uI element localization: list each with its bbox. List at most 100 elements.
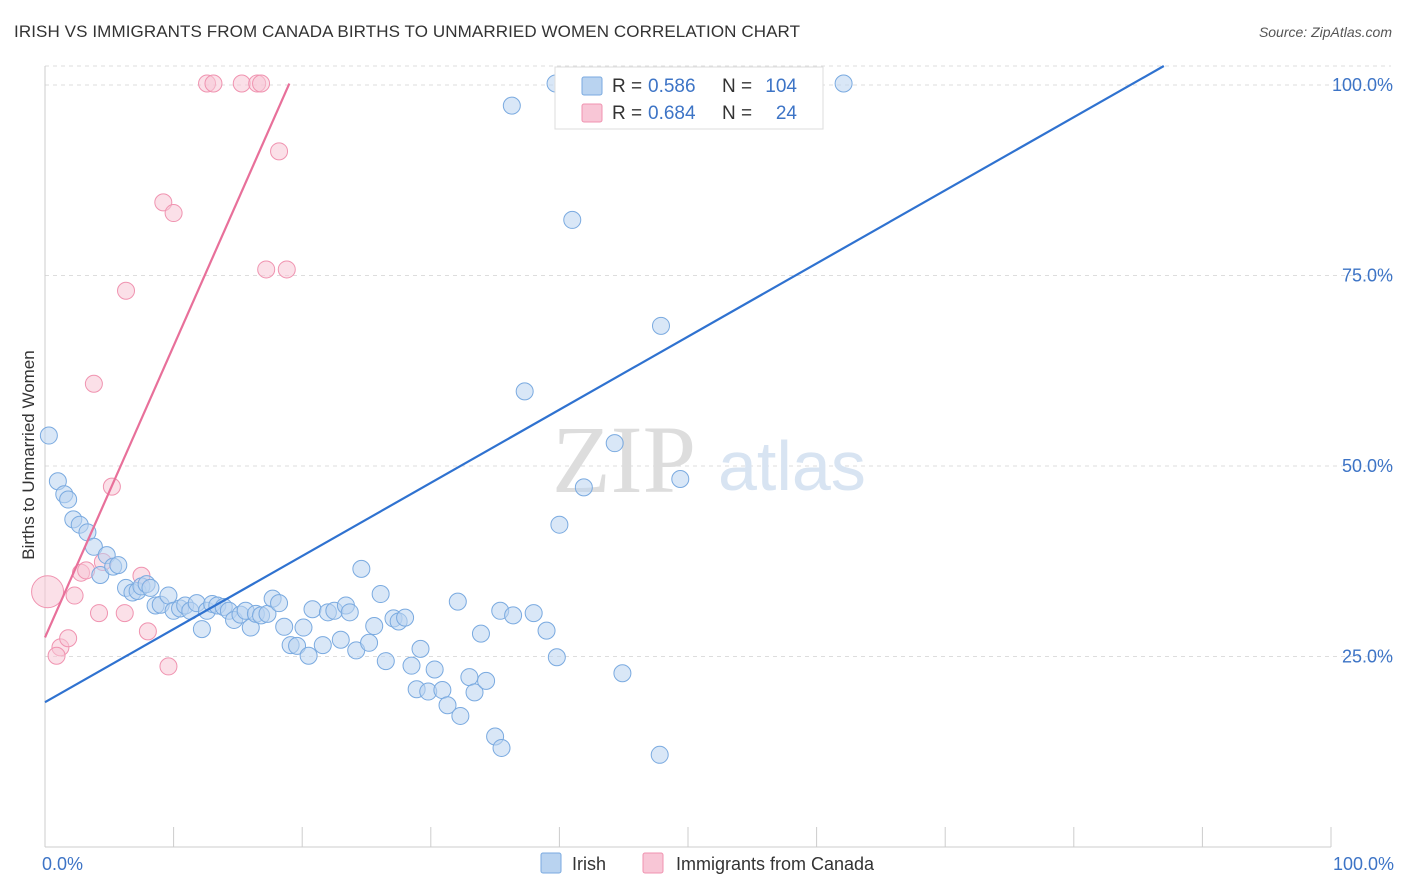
irish-point xyxy=(671,469,690,488)
canada-point xyxy=(257,260,276,279)
irish-point xyxy=(331,630,350,649)
canada-point xyxy=(117,281,136,300)
legend-r-label-irish: R = xyxy=(612,76,642,97)
canada-point xyxy=(270,142,289,161)
source-credit: Source: ZipAtlas.com xyxy=(1258,24,1392,40)
irish-point xyxy=(502,96,521,115)
axes xyxy=(44,66,1332,848)
irish-point xyxy=(141,578,160,597)
irish-point xyxy=(524,604,543,623)
irish-point xyxy=(59,490,78,509)
irish-point xyxy=(547,648,566,667)
x-tick-label-min: 0.0% xyxy=(42,854,83,874)
irish-point xyxy=(492,738,511,757)
watermark-atlas: atlas xyxy=(718,427,866,505)
irish-point xyxy=(39,426,58,445)
canada-point xyxy=(65,586,84,605)
irish-point xyxy=(550,515,569,534)
legend-r-value-canada: 0.684 xyxy=(648,103,696,124)
y-axis-label: Births to Unmarried Women xyxy=(19,350,38,559)
irish-point xyxy=(303,600,322,619)
canada-point xyxy=(31,575,65,609)
irish-point xyxy=(365,617,384,636)
legend-n-label-canada: N = xyxy=(722,103,752,124)
canada-point xyxy=(115,604,134,623)
irish-point xyxy=(91,565,110,584)
irish-point xyxy=(352,559,371,578)
canada-point xyxy=(204,74,223,93)
irish-trend-line xyxy=(44,65,1165,704)
irish-point xyxy=(651,316,670,335)
canada-point xyxy=(90,604,109,623)
irish-point xyxy=(650,745,669,764)
irish-point xyxy=(275,617,294,636)
x-tick-label-max: 100.0% xyxy=(1333,854,1394,874)
irish-point xyxy=(376,652,395,671)
watermark: ZIP atlas xyxy=(552,406,866,513)
irish-point xyxy=(313,636,332,655)
x-tick-labels: 0.0% 100.0% xyxy=(42,854,1394,874)
irish-point xyxy=(109,556,128,575)
chart-title: IRISH VS IMMIGRANTS FROM CANADA BIRTHS T… xyxy=(14,22,801,41)
y-tick-label: 75.0% xyxy=(1342,266,1393,286)
irish-point xyxy=(465,683,484,702)
irish-point xyxy=(460,668,479,687)
bottom-legend-swatch-canada xyxy=(642,852,664,874)
irish-point xyxy=(425,660,444,679)
canada-points xyxy=(31,74,296,676)
irish-point xyxy=(834,74,853,93)
irish-point xyxy=(294,618,313,637)
canada-point xyxy=(59,629,78,648)
y-tick-label: 50.0% xyxy=(1342,456,1393,476)
legend-r-label-canada: R = xyxy=(612,103,642,124)
y-tick-labels: 25.0% 50.0% 75.0% 100.0% xyxy=(1332,75,1393,666)
trend-lines xyxy=(43,65,1165,704)
gridlines xyxy=(45,65,1391,658)
irish-point xyxy=(613,664,632,683)
irish-point xyxy=(396,608,415,627)
bottom-legend-label-irish: Irish xyxy=(572,854,606,874)
legend-r-value-irish: 0.586 xyxy=(648,76,696,97)
irish-point xyxy=(402,656,421,675)
irish-point xyxy=(451,706,470,725)
legend-n-value-irish: 104 xyxy=(765,76,797,97)
legend: R = 0.586 N = 104 R = 0.684 N = 24 xyxy=(554,66,824,130)
legend-swatch-canada xyxy=(581,103,603,123)
canada-point xyxy=(164,204,183,223)
irish-point xyxy=(433,681,452,700)
y-tick-label: 25.0% xyxy=(1342,647,1393,667)
bottom-legend-label-canada: Immigrants from Canada xyxy=(676,854,875,874)
irish-point xyxy=(360,633,379,652)
irish-point xyxy=(411,639,430,658)
irish-point xyxy=(299,646,318,665)
irish-point xyxy=(477,671,496,690)
canada-point xyxy=(277,260,296,279)
canada-trend-line xyxy=(43,83,291,638)
irish-point xyxy=(448,592,467,611)
irish-point xyxy=(471,624,490,643)
irish-point xyxy=(537,621,556,640)
irish-point xyxy=(192,620,211,639)
irish-point xyxy=(340,603,359,622)
legend-n-value-canada: 24 xyxy=(776,103,798,124)
irish-point xyxy=(438,696,457,715)
legend-n-label-irish: N = xyxy=(722,76,752,97)
y-tick-label: 100.0% xyxy=(1332,75,1393,95)
irish-point xyxy=(288,636,307,655)
irish-point xyxy=(504,606,523,625)
canada-point xyxy=(84,374,103,393)
bottom-legend: Irish Immigrants from Canada xyxy=(540,852,875,874)
irish-point xyxy=(371,585,390,604)
canada-point xyxy=(47,646,66,665)
irish-point xyxy=(563,210,582,229)
irish-point xyxy=(515,382,534,401)
canada-point xyxy=(252,74,271,93)
irish-point xyxy=(270,594,289,613)
watermark-zip: ZIP xyxy=(552,406,696,513)
canada-point xyxy=(232,74,251,93)
irish-point xyxy=(574,478,593,497)
legend-swatch-irish xyxy=(581,76,603,96)
canada-point xyxy=(159,657,178,676)
canada-point xyxy=(138,622,157,641)
